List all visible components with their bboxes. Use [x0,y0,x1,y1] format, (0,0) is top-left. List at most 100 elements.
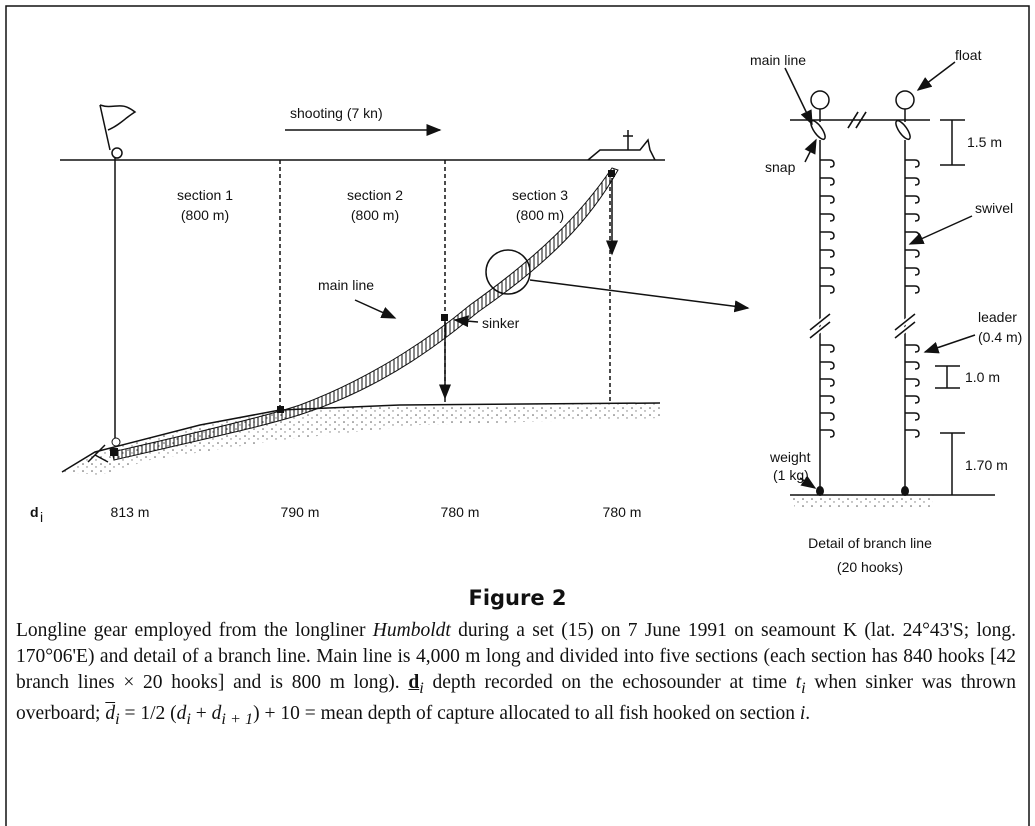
flag [99,104,137,131]
detail-title: Detail of branch line [808,535,932,551]
dimension-label: 1.70 m [965,457,1008,473]
section-length: (800 m) [516,207,564,223]
snap [895,119,911,141]
caption-italic: d [211,702,222,724]
caption-text: when sinker was thrown overboard; [16,672,1016,724]
hooks [820,159,920,438]
caption-italic: i [186,709,191,728]
caption-italic: d [176,702,187,724]
caption-italic: Humboldt [372,620,451,641]
hook [820,231,835,240]
depth-symbol: d [30,504,39,520]
seabed-line [61,402,661,473]
caption-symbol: di [408,672,423,697]
swivel-label: swivel [975,200,1013,216]
hook [820,249,835,258]
detail-seabed [790,495,935,508]
snap-label: snap [765,159,796,175]
depth-label: 813 m [111,504,150,520]
float-label: float [955,47,982,63]
figure-caption: Longline gear employed from the longline… [16,618,1016,732]
hook [905,429,920,438]
label-arrow [916,61,956,91]
hook [905,195,920,204]
hook [905,177,920,186]
flag-pole [99,104,111,151]
hook [820,429,835,438]
frame [5,5,1030,826]
leader-length: (0.4 m) [978,329,1022,345]
hook [820,159,835,168]
section-length: (800 m) [351,207,399,223]
hook [905,344,920,353]
leader-label: leader [978,309,1017,325]
detail-circle [485,249,531,295]
anchor [87,444,109,463]
caption-text: depth recorded on the echosounder at tim… [423,672,796,693]
caption-text: + [190,702,212,724]
hook [820,361,835,370]
sinker-mark [277,406,284,413]
section-length: (800 m) [181,207,229,223]
label-arrow [804,138,817,163]
hook [905,412,920,421]
dimension [935,365,960,389]
dimension [940,119,965,166]
caption-italic: t [795,672,802,693]
detail-subtitle: (20 hooks) [837,559,903,575]
label-arrow [923,334,976,354]
dimension [940,432,965,495]
sinker-label: sinker [482,315,520,331]
caption-text: during a set (15) on 7 June 1991 on seam… [16,620,1016,693]
hook [905,267,920,276]
caption-italic: i + 1 [221,709,254,728]
buoy [111,147,123,159]
hook [905,378,920,387]
sinker-mark [110,448,118,456]
label-arrow [354,299,397,319]
hook [820,285,835,294]
hook [905,395,920,404]
caption-symbol: d [408,672,420,693]
hook [820,195,835,204]
main-line [111,167,619,461]
hook [820,395,835,404]
caption-italic: d [105,702,116,724]
depth-label: 790 m [281,504,320,520]
hook [905,361,920,370]
detail-main-line-label: main line [750,52,806,68]
float [895,90,915,110]
ship [587,138,656,161]
caption-subscript: i [186,710,191,728]
hook [905,285,920,294]
caption-text: ) + 10 = mean depth of capture allocated… [253,702,800,724]
weight [816,486,824,496]
label-arrow [799,475,817,489]
caption-text: = 1/2 ( [119,702,177,724]
caption-text: Longline gear employed from the longline… [16,620,373,641]
weight [901,486,909,496]
hook [820,344,835,353]
caption-italic: i [419,678,424,697]
depth-subscript: i [40,509,43,525]
hook [905,213,920,222]
hook [820,213,835,222]
shooting-label: shooting (7 kn) [290,105,383,121]
caption-subscript: i [801,679,806,697]
break-mark [847,111,867,129]
caption-subscript: i [115,710,120,728]
caption-italic: i [115,709,120,728]
anchor-ring [111,437,121,447]
sinker-mark [608,170,615,177]
main-line-label: main line [318,277,374,293]
section-label: section 1 [177,187,233,203]
ship-mast [623,130,633,150]
section-label: section 3 [512,187,568,203]
break-mark [809,313,916,339]
label-arrow [908,215,973,245]
label-arrow [784,67,813,126]
caption-italic: i [799,702,806,724]
hook [820,378,835,387]
